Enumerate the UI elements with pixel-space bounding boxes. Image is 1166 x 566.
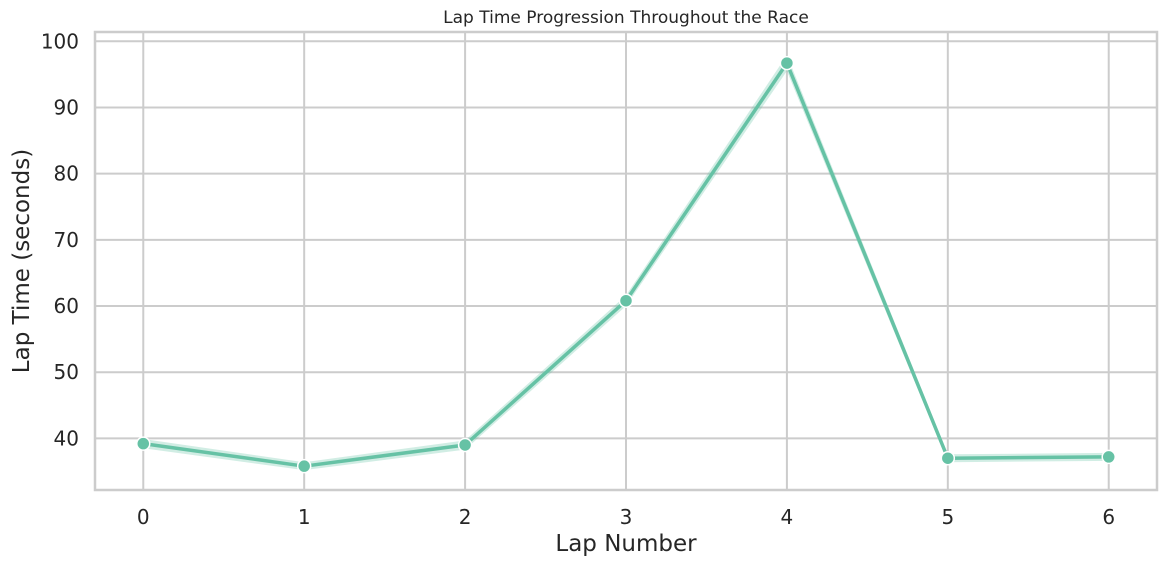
x-tick-label: 0 [137,505,150,529]
x-tick-label: 2 [459,505,472,529]
y-tick-label: 70 [54,228,79,252]
x-tick-label: 5 [941,505,954,529]
data-point [1101,449,1116,465]
data-point [940,450,956,466]
y-tick-label: 100 [41,29,79,53]
data-point [618,293,634,308]
x-tick-labels: 0 1 2 3 4 5 6 [137,505,1115,529]
data-point [296,458,312,474]
y-tick-labels: 40 50 60 70 80 90 100 [41,29,79,450]
y-tick-label: 80 [54,162,79,186]
y-tick-label: 60 [54,294,79,318]
plot-frame [93,30,1159,492]
x-tick-label: 4 [781,505,794,529]
grid [95,32,1157,490]
y-tick-label: 40 [54,426,79,450]
data-point [457,437,473,453]
series-layer [136,55,1116,474]
y-tick-label: 90 [54,95,79,119]
x-tick-label: 6 [1102,505,1115,529]
y-tick-label: 50 [54,360,79,384]
x-tick-label: 1 [298,505,311,529]
chart-title: Lap Time Progression Throughout the Race [443,8,809,28]
y-axis-label: Lap Time (seconds) [9,149,35,373]
data-point [136,436,151,451]
x-axis-label: Lap Number [555,531,697,557]
x-tick-label: 3 [620,505,633,529]
data-point [779,55,795,71]
